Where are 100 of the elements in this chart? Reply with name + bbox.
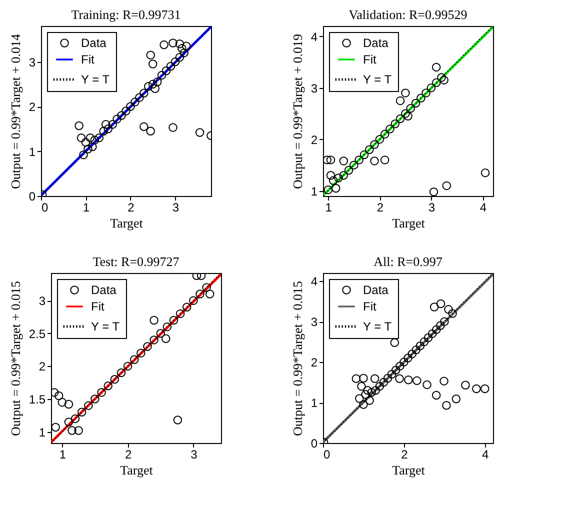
point (396, 362, 404, 370)
x-tick-label: 3 (428, 200, 436, 214)
point (126, 102, 135, 111)
y-axis-title: Output = 0.99*Target + 0.015 (290, 280, 305, 436)
point (408, 350, 416, 358)
legend-label: Fit (91, 300, 105, 314)
point (365, 396, 374, 405)
point (130, 355, 139, 364)
point (461, 380, 470, 390)
y-tick-label: 1.5 (28, 392, 46, 407)
point (123, 362, 132, 371)
point (370, 374, 380, 384)
point (429, 188, 438, 196)
point (178, 44, 186, 53)
x-tick-label: 3 (172, 200, 180, 214)
point (359, 400, 368, 409)
y-tick-label: 2 (28, 100, 36, 114)
point (104, 124, 112, 134)
point (334, 174, 343, 182)
y-tick-label: 1 (310, 184, 318, 198)
legend-label: Fit (363, 300, 377, 314)
point (135, 93, 144, 102)
point (140, 88, 148, 98)
point (182, 302, 192, 312)
point (136, 348, 146, 358)
y-tick-label: 3 (310, 81, 318, 96)
point (371, 386, 380, 395)
point (430, 302, 439, 312)
point (94, 133, 104, 142)
point (196, 290, 204, 298)
point (350, 160, 358, 170)
x-tick-label: 2 (124, 448, 132, 462)
point (412, 346, 420, 354)
point (54, 391, 64, 400)
point (396, 96, 405, 106)
point (437, 73, 446, 82)
point (391, 366, 400, 375)
point (182, 42, 191, 50)
point (70, 414, 80, 424)
point (68, 426, 76, 435)
point (90, 136, 100, 144)
point (74, 426, 83, 435)
point (411, 98, 420, 108)
point (64, 400, 74, 409)
point (380, 130, 390, 139)
point (148, 60, 158, 68)
point (166, 62, 176, 71)
point (442, 181, 452, 190)
point (332, 184, 340, 193)
point (396, 114, 405, 124)
point (192, 273, 202, 280)
point (169, 316, 178, 325)
y-tick-label: 2 (310, 132, 318, 147)
point (143, 342, 152, 351)
y-tick-label: 4 (310, 30, 318, 44)
point (370, 156, 379, 166)
point (140, 122, 148, 132)
point (472, 384, 481, 394)
point (422, 88, 430, 98)
point (108, 120, 117, 129)
point (99, 126, 108, 136)
x-axis-title: Target (120, 462, 154, 478)
chart-title: All: R=0.997 (374, 254, 443, 269)
point (148, 80, 158, 89)
point (422, 380, 432, 390)
point (161, 334, 170, 343)
point (196, 273, 206, 280)
point (432, 325, 441, 334)
y-tick-label: 2.5 (28, 326, 46, 341)
point (440, 317, 449, 326)
point (383, 374, 392, 383)
point (162, 66, 171, 76)
point (81, 138, 90, 147)
point (205, 290, 214, 298)
point (101, 120, 110, 129)
x-tick-label: 2 (401, 448, 408, 462)
point (416, 341, 425, 350)
point (97, 388, 106, 397)
point (390, 120, 400, 128)
point (162, 322, 172, 332)
x-tick-label: 4 (480, 200, 487, 214)
point (180, 48, 189, 58)
point (404, 112, 412, 121)
point (357, 382, 366, 391)
point (452, 394, 461, 404)
legend-label: Data (363, 283, 389, 297)
point (432, 62, 441, 72)
point (146, 126, 155, 136)
point (84, 144, 92, 154)
point (444, 305, 453, 314)
x-tick-label: 2 (376, 200, 384, 214)
point (404, 375, 413, 384)
legend-label: Y = T (91, 320, 120, 334)
point (150, 316, 158, 325)
x-tick-label: 1 (59, 448, 66, 462)
point (64, 418, 74, 426)
x-tick-label: 3 (190, 448, 198, 462)
y-tick-label: 1 (28, 144, 36, 159)
x-tick-label: 2 (128, 200, 135, 214)
point (379, 378, 388, 387)
